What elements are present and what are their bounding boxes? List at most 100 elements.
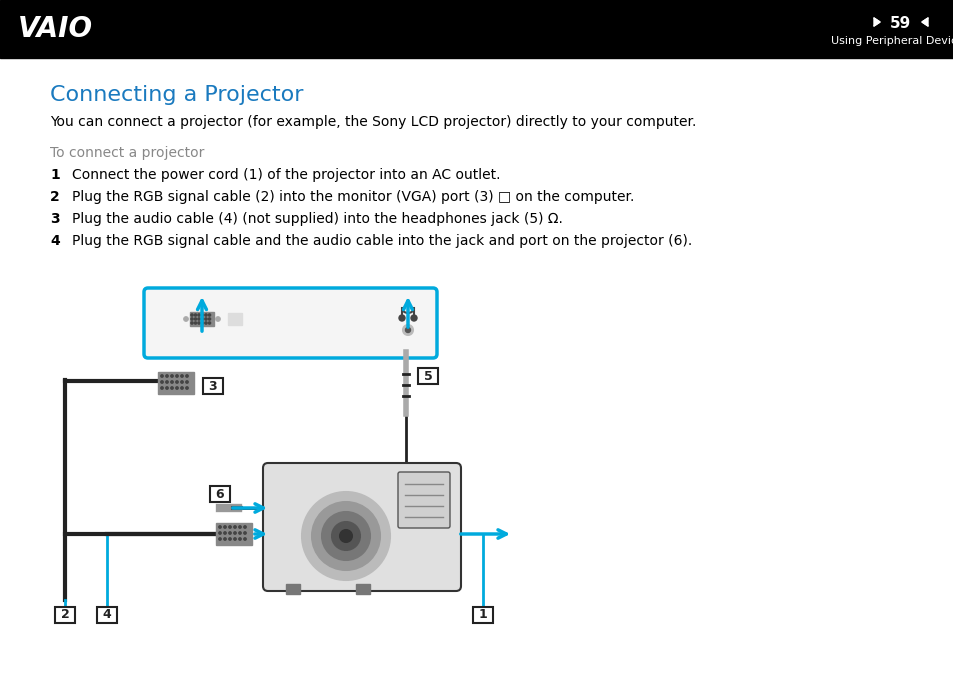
Circle shape [166,387,168,389]
Circle shape [191,314,193,316]
Circle shape [238,532,241,534]
Circle shape [205,318,207,320]
Circle shape [224,526,226,528]
Circle shape [244,526,246,528]
Circle shape [186,387,188,389]
Circle shape [339,530,352,542]
Circle shape [233,526,236,528]
Circle shape [175,381,178,384]
Circle shape [332,522,359,550]
Circle shape [191,322,193,324]
Circle shape [402,325,413,335]
FancyBboxPatch shape [417,368,437,384]
Circle shape [398,315,405,321]
Circle shape [229,526,231,528]
Circle shape [244,538,246,540]
FancyBboxPatch shape [397,472,450,528]
Circle shape [322,512,370,560]
Circle shape [405,328,410,332]
Circle shape [166,375,168,377]
Bar [190,312,213,326]
Text: 4: 4 [50,234,60,248]
Circle shape [161,387,163,389]
FancyBboxPatch shape [55,607,75,623]
Circle shape [166,381,168,384]
Circle shape [238,526,241,528]
Circle shape [175,375,178,377]
Text: 1: 1 [478,609,487,621]
Circle shape [183,317,189,321]
Circle shape [229,538,231,540]
Circle shape [208,322,211,324]
Text: Connect the power cord (1) of the projector into an AC outlet.: Connect the power cord (1) of the projec… [71,168,500,182]
Circle shape [194,322,196,324]
Text: 2: 2 [50,190,60,204]
Bar [355,584,370,594]
Circle shape [238,538,241,540]
Circle shape [218,538,221,540]
Text: Plug the RGB signal cable (2) into the monitor (VGA) port (3) □ on the computer.: Plug the RGB signal cable (2) into the m… [71,190,634,204]
Bar [0,0,953,58]
Circle shape [205,322,207,324]
Text: Plug the audio cable (4) (not supplied) into the headphones jack (5) Ω.: Plug the audio cable (4) (not supplied) … [71,212,562,226]
Circle shape [186,375,188,377]
FancyBboxPatch shape [97,607,117,623]
Circle shape [233,532,236,534]
Circle shape [197,318,200,320]
Text: Using Peripheral Devices: Using Peripheral Devices [830,36,953,46]
FancyBboxPatch shape [203,378,223,394]
Text: 1: 1 [50,168,60,182]
Circle shape [229,532,231,534]
Circle shape [218,532,221,534]
Circle shape [171,387,173,389]
Circle shape [244,532,246,534]
Circle shape [215,317,220,321]
Text: 6: 6 [215,487,224,501]
Circle shape [218,526,221,528]
Circle shape [175,387,178,389]
Bar [158,372,193,394]
Circle shape [194,318,196,320]
Circle shape [171,381,173,384]
Circle shape [181,375,183,377]
Text: 4: 4 [103,609,112,621]
FancyBboxPatch shape [263,463,460,591]
Text: 2: 2 [61,609,70,621]
Bar [286,584,299,594]
Bar [228,313,242,325]
Text: 3: 3 [50,212,59,226]
Circle shape [194,314,196,316]
FancyBboxPatch shape [210,486,230,502]
Circle shape [161,375,163,377]
Circle shape [411,315,416,321]
Circle shape [233,538,236,540]
FancyBboxPatch shape [473,607,493,623]
Polygon shape [873,18,879,26]
Circle shape [302,492,390,580]
Circle shape [201,314,203,316]
Circle shape [205,314,207,316]
Circle shape [201,318,203,320]
Text: You can connect a projector (for example, the Sony LCD projector) directly to yo: You can connect a projector (for example… [50,115,696,129]
Text: To connect a projector: To connect a projector [50,146,204,160]
Circle shape [208,318,211,320]
Circle shape [197,314,200,316]
Circle shape [181,387,183,389]
Circle shape [201,322,203,324]
Circle shape [208,314,211,316]
FancyBboxPatch shape [144,288,436,358]
Bar [215,523,252,545]
Circle shape [312,502,379,570]
Text: VAIO: VAIO [18,15,93,43]
Circle shape [197,322,200,324]
Polygon shape [921,18,927,26]
Circle shape [186,381,188,384]
Circle shape [224,532,226,534]
Circle shape [191,318,193,320]
Text: 5: 5 [423,369,432,383]
Text: 3: 3 [209,379,217,392]
Text: Plug the RGB signal cable and the audio cable into the jack and port on the proj: Plug the RGB signal cable and the audio … [71,234,692,248]
Circle shape [224,538,226,540]
Circle shape [171,375,173,377]
Text: 59: 59 [888,16,910,31]
